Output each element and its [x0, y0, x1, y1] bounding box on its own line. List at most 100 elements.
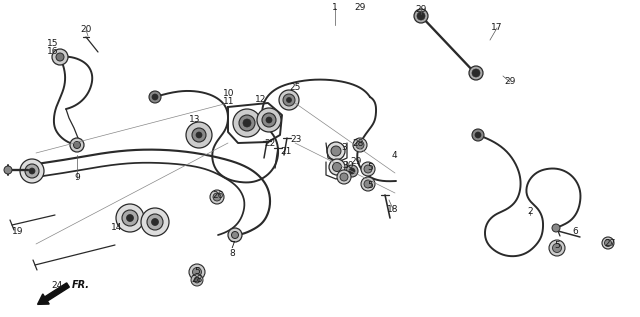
Circle shape	[329, 159, 345, 175]
Text: 1: 1	[332, 3, 338, 12]
Text: 18: 18	[387, 204, 399, 214]
Circle shape	[417, 12, 425, 20]
Text: 30: 30	[342, 160, 354, 170]
Text: 2: 2	[527, 208, 533, 217]
Text: 29: 29	[355, 3, 365, 11]
Text: 20: 20	[80, 25, 92, 35]
Circle shape	[29, 168, 35, 174]
Circle shape	[4, 166, 12, 174]
Circle shape	[364, 165, 372, 173]
Text: 29: 29	[415, 4, 427, 14]
Circle shape	[287, 98, 291, 102]
Circle shape	[193, 268, 202, 276]
Circle shape	[353, 138, 367, 152]
Circle shape	[152, 218, 159, 225]
Text: 24: 24	[51, 281, 63, 289]
Text: 4: 4	[391, 151, 397, 159]
Text: 5: 5	[194, 268, 200, 276]
Text: 9: 9	[74, 173, 80, 183]
Text: 8: 8	[229, 249, 235, 257]
Circle shape	[469, 66, 483, 80]
Circle shape	[414, 9, 428, 23]
Text: 10: 10	[223, 89, 235, 99]
Circle shape	[549, 240, 565, 256]
Circle shape	[116, 204, 144, 232]
Text: 23: 23	[291, 135, 301, 145]
Circle shape	[149, 91, 161, 103]
Circle shape	[346, 165, 358, 177]
Text: 5: 5	[554, 241, 560, 249]
Circle shape	[196, 132, 202, 138]
Circle shape	[602, 237, 614, 249]
Circle shape	[189, 264, 205, 280]
Circle shape	[349, 168, 355, 174]
Circle shape	[191, 274, 203, 286]
Circle shape	[331, 146, 341, 156]
Circle shape	[475, 132, 481, 138]
Text: 3: 3	[341, 144, 347, 152]
Circle shape	[213, 193, 221, 201]
Text: 16: 16	[47, 47, 59, 55]
Circle shape	[243, 119, 251, 127]
Circle shape	[364, 180, 372, 188]
Text: 5: 5	[367, 180, 373, 190]
Text: 26: 26	[212, 191, 224, 200]
Circle shape	[472, 129, 484, 141]
Text: 13: 13	[189, 115, 201, 125]
Circle shape	[337, 170, 351, 184]
Circle shape	[552, 243, 561, 253]
Circle shape	[25, 164, 39, 178]
Circle shape	[74, 141, 81, 148]
Circle shape	[20, 159, 44, 183]
Text: 22: 22	[264, 139, 276, 148]
Text: 25: 25	[289, 82, 301, 92]
Circle shape	[210, 190, 224, 204]
Text: 5: 5	[367, 164, 373, 172]
Circle shape	[340, 173, 348, 181]
Circle shape	[257, 108, 281, 132]
Text: 27: 27	[604, 238, 616, 248]
Circle shape	[472, 69, 480, 77]
Text: 15: 15	[47, 38, 59, 48]
Text: FR.: FR.	[72, 280, 90, 290]
Circle shape	[122, 210, 138, 226]
Circle shape	[239, 115, 255, 131]
Circle shape	[327, 142, 345, 160]
Text: 11: 11	[223, 98, 235, 107]
Circle shape	[361, 162, 375, 176]
Circle shape	[333, 163, 342, 171]
Circle shape	[262, 113, 276, 127]
Circle shape	[232, 231, 239, 238]
Circle shape	[266, 117, 272, 123]
Text: 12: 12	[255, 94, 267, 103]
Circle shape	[152, 94, 158, 100]
Circle shape	[186, 122, 212, 148]
Circle shape	[356, 141, 364, 149]
Text: 6: 6	[572, 228, 578, 236]
Text: 19: 19	[12, 228, 24, 236]
Text: 14: 14	[111, 223, 123, 232]
Text: 7: 7	[229, 241, 235, 249]
Text: 28: 28	[352, 139, 364, 147]
Circle shape	[194, 277, 200, 283]
Text: 17: 17	[492, 23, 503, 33]
Text: 29: 29	[504, 77, 516, 87]
Circle shape	[552, 224, 560, 232]
Circle shape	[605, 240, 611, 247]
Circle shape	[283, 94, 295, 106]
Circle shape	[52, 49, 68, 65]
Circle shape	[228, 228, 242, 242]
Circle shape	[70, 138, 84, 152]
Text: 29: 29	[350, 158, 362, 166]
Circle shape	[147, 214, 163, 230]
Circle shape	[233, 109, 261, 137]
Circle shape	[56, 53, 64, 61]
Text: 28: 28	[191, 275, 203, 284]
Circle shape	[361, 177, 375, 191]
Text: 21: 21	[280, 147, 292, 157]
Circle shape	[141, 208, 169, 236]
FancyArrow shape	[38, 283, 69, 304]
Circle shape	[192, 128, 206, 142]
Circle shape	[127, 215, 134, 222]
Circle shape	[279, 90, 299, 110]
